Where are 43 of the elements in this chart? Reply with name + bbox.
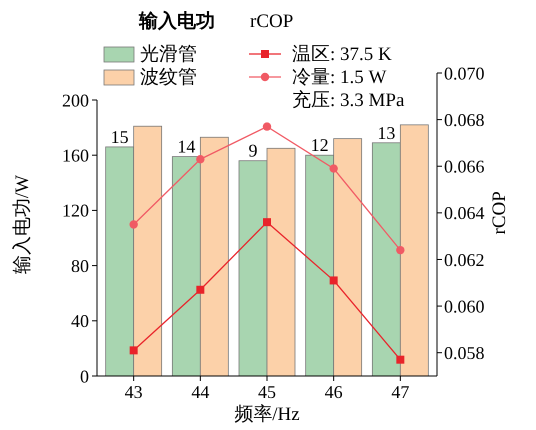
text: rCOP	[250, 11, 294, 32]
point	[262, 122, 272, 131]
point	[396, 246, 405, 254]
x-tick-label: 43	[124, 382, 143, 402]
y2-tick-label: 0.068	[444, 110, 484, 130]
x-tick-label: 45	[258, 382, 276, 402]
annotation: 15	[110, 126, 129, 147]
x-tick-label: 46	[324, 382, 343, 402]
legend-label: 冷量: 1.5 W	[292, 67, 387, 88]
x-tick-label: 44	[191, 382, 210, 402]
point	[263, 218, 271, 226]
y2-tick-label: 0.060	[444, 296, 484, 316]
annotation: 14	[177, 136, 196, 157]
point	[196, 155, 205, 164]
point	[330, 276, 338, 284]
y-tick-label: 160	[62, 146, 89, 166]
y-axis-title: 输入电功/W	[12, 174, 33, 274]
legend-label: 光滑管	[140, 44, 197, 65]
point	[130, 346, 138, 354]
y2-axis-title: rCOP	[489, 191, 510, 234]
point	[329, 164, 338, 173]
y-tick-label: 120	[62, 200, 89, 221]
x-axis-title: 频率/Hz	[234, 403, 300, 425]
x-tick-label: 47	[391, 382, 410, 402]
point	[196, 286, 204, 294]
y2-tick-label: 0.062	[444, 250, 484, 270]
text: 输入电功	[138, 10, 215, 32]
point	[396, 356, 404, 364]
point	[129, 220, 138, 229]
annotation: 12	[310, 135, 329, 156]
y2-tick-label: 0.058	[444, 342, 484, 363]
y2-tick-label: 0.064	[444, 203, 484, 224]
y-tick-label: 200	[62, 90, 89, 110]
annotation: 13	[377, 122, 396, 143]
y-tick-label: 80	[71, 256, 89, 276]
y2-tick-label: 0.070	[444, 63, 484, 84]
legend-label: 波纹管	[140, 67, 197, 88]
annotation: 充压: 3.3 MPa	[292, 89, 405, 111]
y2-tick-label: 0.066	[444, 156, 484, 177]
y-tick-label: 0	[80, 366, 89, 386]
legend-label: 温区: 37.5 K	[292, 44, 392, 65]
annotation: 9	[248, 140, 258, 161]
y-tick-label: 40	[71, 311, 89, 332]
